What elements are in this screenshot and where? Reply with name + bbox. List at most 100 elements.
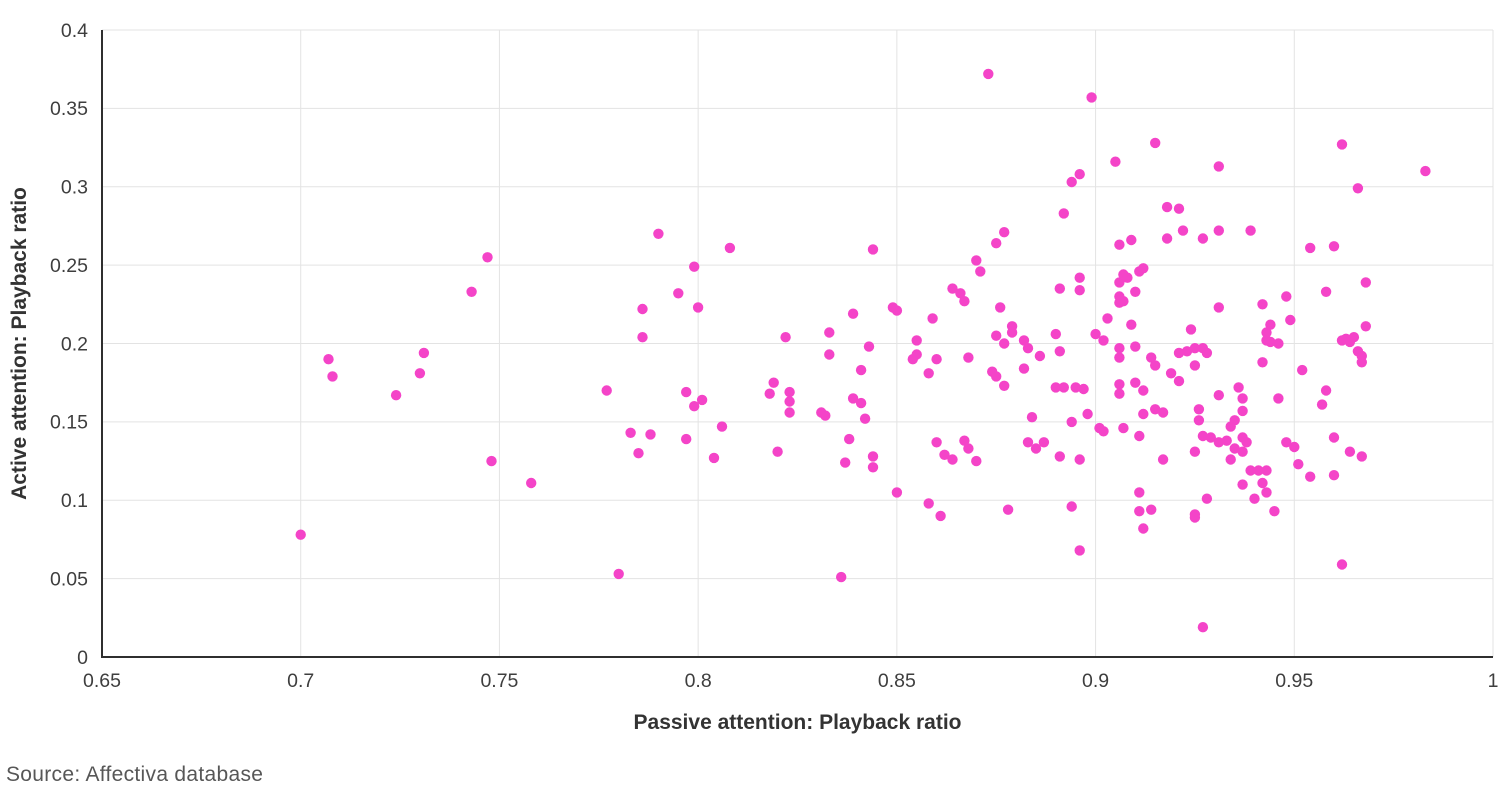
- data-point: [1034, 350, 1046, 362]
- data-point: [1245, 225, 1256, 236]
- data-point: [1161, 233, 1173, 244]
- data-point: [1213, 225, 1225, 236]
- data-point: [784, 396, 795, 407]
- data-point: [963, 443, 974, 454]
- data-point: [526, 477, 537, 489]
- data-point: [1173, 347, 1185, 359]
- x-tick-label: 0.65: [83, 670, 121, 692]
- data-point: [1138, 385, 1149, 396]
- data-point: [1110, 156, 1121, 167]
- data-point: [1114, 343, 1125, 354]
- data-point: [1074, 169, 1085, 180]
- data-point: [1058, 382, 1070, 393]
- data-point: [975, 266, 986, 277]
- y-tick-label: 0.1: [61, 490, 88, 512]
- axes: [101, 30, 1493, 658]
- source-note: Source: Affectiva database: [6, 763, 264, 786]
- data-point: [1189, 343, 1201, 354]
- data-point: [689, 261, 700, 272]
- data-point: [1257, 477, 1268, 489]
- data-point: [645, 429, 656, 440]
- data-point: [1253, 465, 1264, 476]
- data-point: [1030, 443, 1042, 454]
- data-point: [1193, 415, 1205, 426]
- data-point: [999, 380, 1010, 391]
- data-point: [1273, 338, 1284, 349]
- data-point: [390, 390, 402, 401]
- data-point: [1360, 321, 1372, 332]
- data-point: [1336, 559, 1348, 570]
- data-point: [1201, 347, 1213, 359]
- data-point: [999, 227, 1010, 238]
- data-point: [991, 330, 1002, 341]
- data-point: [784, 386, 795, 398]
- data-point: [959, 296, 970, 307]
- data-point: [1114, 277, 1125, 288]
- data-point: [1054, 451, 1066, 462]
- data-point: [1265, 336, 1276, 348]
- y-tick-label: 0.4: [61, 20, 88, 42]
- data-point: [1185, 324, 1197, 335]
- data-point: [1146, 504, 1157, 515]
- data-point: [867, 451, 879, 462]
- data-point: [1002, 504, 1014, 515]
- data-point: [1038, 437, 1050, 448]
- data-point: [1233, 382, 1244, 393]
- data-point: [1249, 493, 1260, 504]
- data-point: [1022, 343, 1034, 354]
- data-point: [1197, 622, 1209, 633]
- data-point: [1157, 454, 1169, 465]
- data-point: [1058, 208, 1070, 219]
- data-point: [891, 487, 903, 498]
- data-point: [1328, 470, 1340, 481]
- data-point: [1257, 299, 1268, 310]
- x-tick-label: 0.95: [1275, 670, 1313, 692]
- data-point: [1213, 390, 1225, 401]
- data-point: [1114, 379, 1125, 390]
- data-point: [1157, 407, 1169, 418]
- data-point: [971, 255, 982, 266]
- data-point: [844, 433, 855, 445]
- data-point: [724, 242, 736, 254]
- data-point: [1189, 360, 1201, 371]
- data-point: [1189, 512, 1201, 523]
- data-point: [633, 448, 644, 459]
- data-point: [696, 394, 708, 406]
- data-point: [1074, 285, 1085, 296]
- data-point: [971, 455, 982, 467]
- data-point: [1134, 487, 1145, 498]
- data-point: [891, 305, 903, 316]
- y-tick-label: 0.25: [50, 255, 88, 277]
- data-point: [1070, 382, 1081, 393]
- data-point: [1102, 313, 1113, 324]
- data-point: [1213, 437, 1225, 448]
- data-point: [1173, 203, 1185, 214]
- data-point: [327, 371, 338, 382]
- data-point: [780, 332, 791, 343]
- data-point: [963, 352, 974, 363]
- data-point: [1197, 430, 1209, 442]
- data-point: [1134, 506, 1145, 517]
- data-point: [1316, 399, 1328, 410]
- data-point: [1130, 377, 1141, 388]
- data-point: [1022, 437, 1034, 448]
- data-point: [840, 457, 851, 468]
- data-point: [1237, 405, 1248, 417]
- data-point: [1114, 388, 1125, 399]
- data-point: [466, 286, 477, 297]
- data-point: [859, 413, 871, 424]
- data-point: [1118, 422, 1129, 434]
- data-point: [1066, 176, 1077, 188]
- data-point: [847, 393, 859, 404]
- data-point: [824, 327, 835, 338]
- y-tick-label: 0: [77, 647, 88, 669]
- data-point: [653, 228, 664, 239]
- data-point: [947, 454, 958, 465]
- data-point: [1066, 416, 1077, 428]
- data-point: [1237, 479, 1248, 490]
- data-point: [1285, 314, 1296, 326]
- data-point: [991, 238, 1002, 249]
- x-axis-title: Passive attention: Playback ratio: [634, 711, 962, 734]
- data-point: [323, 354, 334, 365]
- data-point: [1122, 272, 1133, 283]
